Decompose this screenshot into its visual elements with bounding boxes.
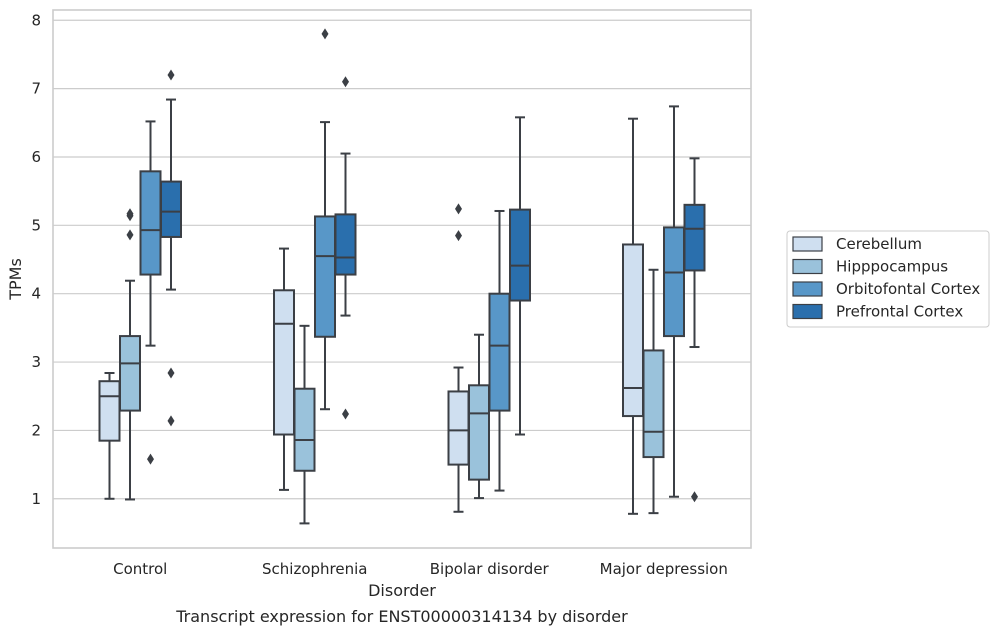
box-cerebellum [98,371,121,500]
legend-swatch [792,281,823,297]
legend-swatch [792,258,823,275]
outlier-point [167,415,175,427]
box-prefrontal-cortex [334,76,357,420]
x-tick-label: Schizophrenia [262,560,367,578]
x-tick-labels: Control Schizophrenia Bipolar disorder Majo… [113,560,728,578]
outlier-point [691,491,698,503]
legend-label: Cerebellum [836,235,922,253]
y-axis-label: TPMs [6,258,25,301]
y-tick-label: 1 [31,490,41,508]
box-prefrontal-cortex [160,69,182,427]
box-hipppocampus [468,333,490,500]
plot-background [53,10,751,548]
x-tick-label: Control [113,560,167,578]
y-tick-labels: 1 2 3 4 5 6 7 8 [31,11,41,508]
box-orbitofontal-cortex [663,105,685,498]
chart-title: Transcript expression for ENST0000031413… [175,607,628,626]
iqr-box [488,292,511,412]
iqr-box [98,380,121,442]
outlier-point [455,230,462,242]
legend-label: Orbitofontal Cortex [836,280,980,298]
box-orbitofontal-cortex [488,209,511,492]
iqr-box [160,180,182,238]
plot-frame [52,9,752,549]
iqr-box [509,208,531,302]
y-tick-label: 3 [31,353,41,371]
legend-swatch [792,303,823,320]
box-orbitofontal-cortex [314,28,336,411]
outlier-point [126,229,134,241]
iqr-box [468,384,490,481]
y-tick-label: 2 [31,421,41,439]
legend-frame [786,230,990,328]
legend-label: Prefrontal Cortex [836,303,963,321]
y-tick-label: 7 [31,80,41,98]
iqr-box [622,243,644,418]
outlier-point [147,453,154,465]
x-tick-label: Major depression [600,560,728,578]
box-cerebellum [622,117,644,515]
iqr-box [642,349,665,459]
iqr-box [273,289,295,436]
iqr-box [683,203,706,272]
outlier-point [167,367,175,379]
iqr-box [293,387,316,472]
legend-swatch [792,236,823,252]
box-hipppocampus [642,268,665,515]
outlier-point [342,408,349,420]
box-prefrontal-cortex [509,116,531,436]
iqr-box [139,170,162,276]
legend: Cerebellum Hipppocampus Orbitofontal Corte… [786,230,990,328]
box-hipppocampus [119,208,141,501]
iqr-box [447,390,470,466]
box-prefrontal-cortex [683,157,706,503]
box-cerebellum [273,247,295,491]
box-series [98,28,706,525]
outlier-point [455,203,462,215]
iqr-box [119,335,141,412]
y-tick-label: 6 [31,148,41,166]
outlier-point [321,28,329,40]
y-tick-label: 8 [31,11,41,29]
iqr-box [314,215,336,338]
iqr-box [334,213,357,276]
box-hipppocampus [293,324,316,525]
x-tick-label: Bipolar disorder [430,560,550,578]
y-tick-label: 4 [31,285,41,303]
outlier-point [342,76,349,88]
y-tick-label: 5 [31,216,41,234]
outlier-point [126,208,134,220]
x-axis-label: Disorder [368,581,436,600]
legend-label: Hipppocampus [836,258,948,276]
iqr-box [663,226,685,338]
outlier-point [167,69,175,81]
